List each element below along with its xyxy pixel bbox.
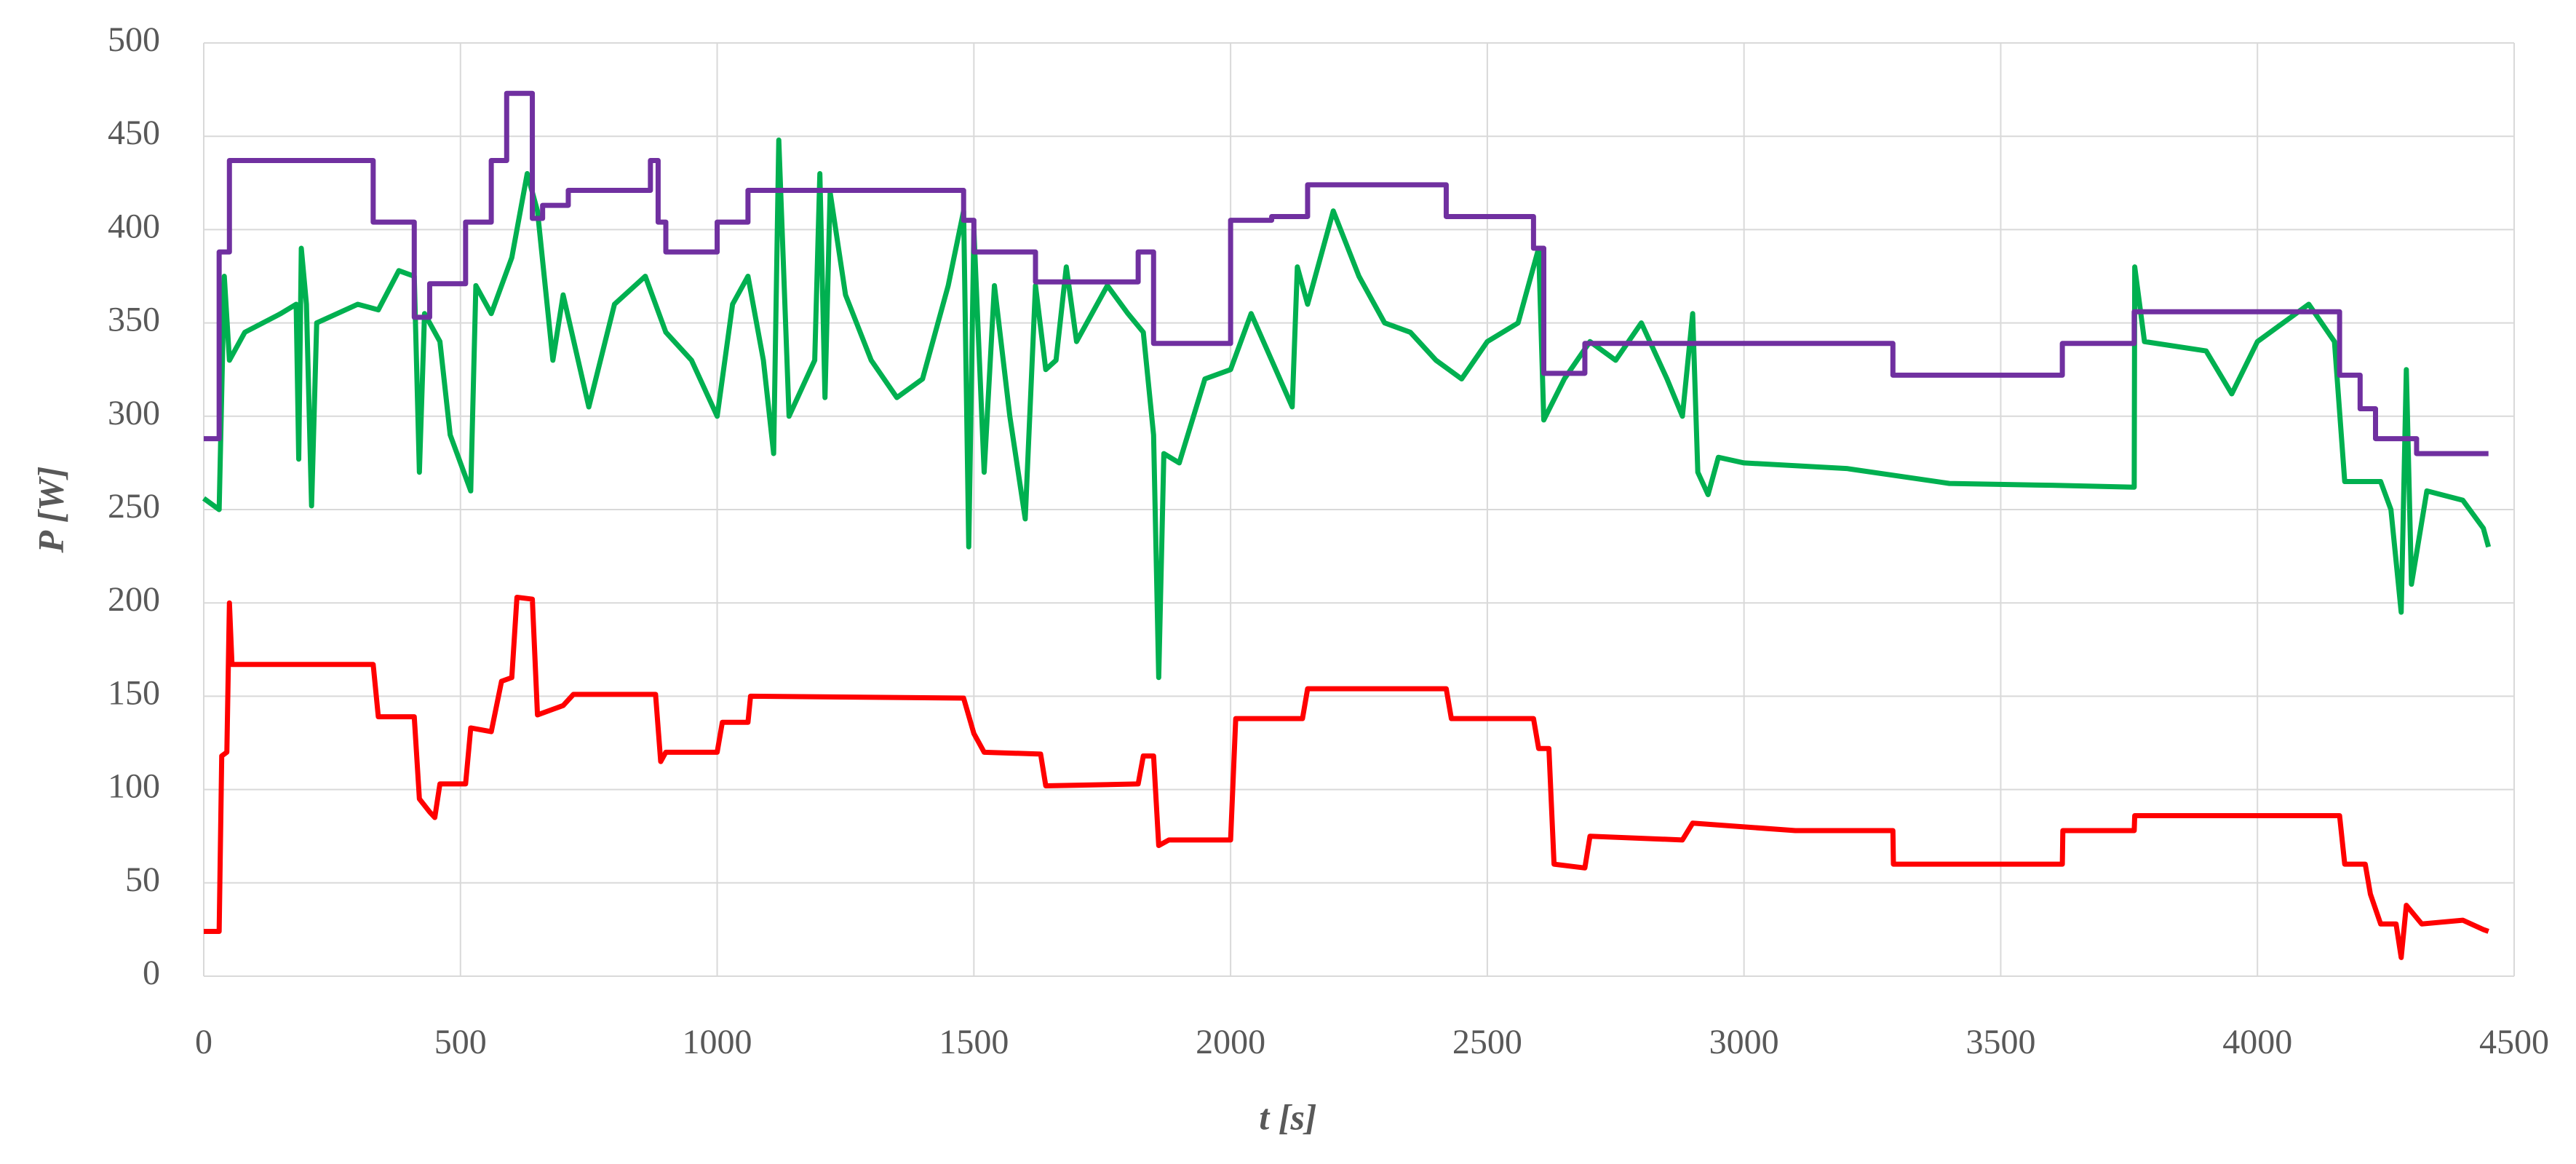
x-axis-title: t [s] — [1259, 1096, 1316, 1137]
y-tick-label: 500 — [108, 20, 160, 59]
x-tick-label: 4500 — [2479, 1023, 2549, 1061]
y-tick-label: 250 — [108, 487, 160, 526]
y-axis-title: P [W] — [30, 467, 71, 554]
x-tick-label: 3000 — [1709, 1023, 1779, 1061]
y-tick-label: 200 — [108, 580, 160, 619]
x-tick-label: 1500 — [939, 1023, 1009, 1061]
x-tick-label: 2000 — [1196, 1023, 1265, 1061]
y-tick-label: 400 — [108, 207, 160, 245]
y-tick-label: 350 — [108, 301, 160, 339]
x-tick-label: 0 — [195, 1023, 212, 1061]
y-tick-label: 100 — [108, 767, 160, 806]
y-tick-label: 300 — [108, 394, 160, 432]
x-tick-label: 2500 — [1452, 1023, 1522, 1061]
y-tick-label: 50 — [125, 860, 160, 899]
x-tick-label: 500 — [434, 1023, 487, 1061]
series-line — [204, 90, 2489, 456]
y-tick-label: 450 — [108, 114, 160, 152]
x-tick-label: 4000 — [2222, 1023, 2292, 1061]
series-line — [204, 595, 2489, 960]
y-tick-label: 150 — [108, 673, 160, 712]
x-tick-label: 1000 — [683, 1023, 752, 1061]
series-line — [202, 137, 2492, 681]
x-tick-label: 3500 — [1965, 1023, 2035, 1061]
y-tick-label: 0 — [143, 954, 160, 992]
